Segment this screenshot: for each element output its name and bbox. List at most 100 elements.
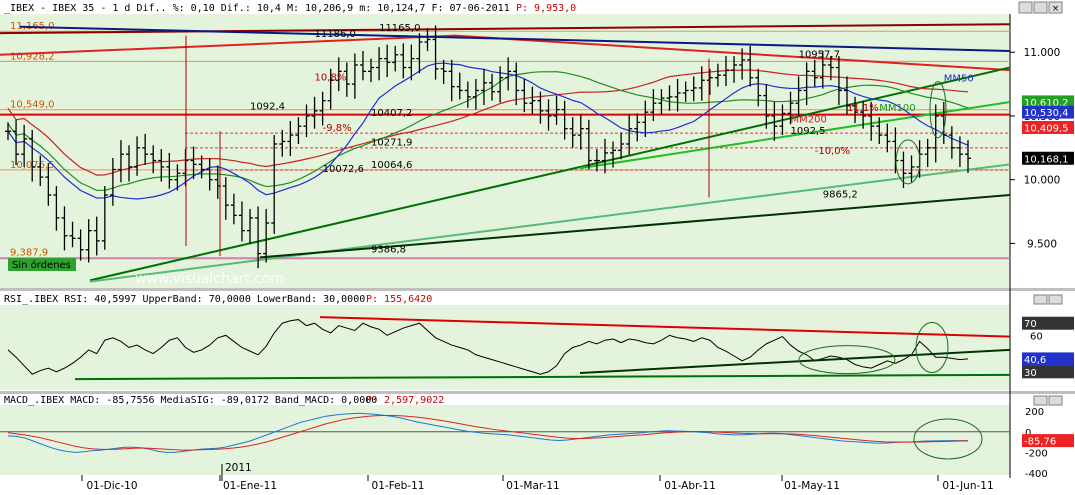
- price-bar: [335, 57, 342, 92]
- chart-annotation: MM200: [791, 114, 827, 125]
- price-bar: [698, 66, 705, 101]
- close-icon[interactable]: [1048, 395, 1063, 406]
- price-bar: [763, 84, 770, 129]
- price-bar: [577, 114, 584, 150]
- main-header-p: P: 9,953,0: [516, 3, 576, 14]
- price-tag-label: 70: [1024, 319, 1037, 330]
- chart-annotation: 11165,0: [379, 23, 420, 34]
- chart-annotation: 9386,8: [371, 244, 406, 255]
- x-tick-label: 01-May-11: [784, 480, 840, 492]
- rsi-ellipse: [915, 322, 949, 373]
- rsi-y-tick-label: 60: [1030, 331, 1043, 342]
- price-bar: [593, 149, 600, 172]
- price-bar: [779, 104, 786, 136]
- divergence-ellipse: [929, 81, 947, 139]
- main-panel[interactable]: [0, 14, 1010, 288]
- price-bar: [424, 28, 431, 51]
- x-tick-label: 01-Dic-10: [86, 480, 137, 492]
- price-bar: [771, 101, 778, 141]
- price-bar: [279, 129, 286, 157]
- rsi-price-tag: 70: [1022, 316, 1074, 330]
- price-bar: [456, 72, 463, 100]
- price-bar: [61, 206, 68, 251]
- panel-divider[interactable]: [0, 288, 1075, 291]
- price-tag-label: -85,76: [1024, 437, 1056, 448]
- price-bar: [69, 221, 76, 248]
- y-tick-label: 10.000: [1024, 175, 1061, 187]
- price-bar: [303, 104, 310, 137]
- rsi-line: [7, 319, 969, 375]
- trendline-dark-support: [259, 193, 1010, 259]
- price-bar: [690, 76, 697, 102]
- divergence-ellipse: [895, 139, 921, 185]
- price-bar: [198, 155, 205, 179]
- price-tag-box: [1022, 151, 1074, 165]
- price-bar: [359, 50, 366, 81]
- price-bar: [174, 164, 181, 191]
- level-label: 10,549,0: [10, 100, 55, 111]
- window-controls: ×: [1018, 1, 1063, 14]
- price-tag-box: [1022, 365, 1074, 379]
- macd-plot-area: [0, 412, 1010, 460]
- sin-ordenes-badge[interactable]: [8, 258, 76, 271]
- price-bar: [109, 158, 116, 206]
- chart-annotation: 1092,5: [791, 126, 826, 137]
- price-bar: [432, 25, 439, 80]
- macd-y-tick-label: -200: [1025, 448, 1048, 459]
- maximize-icon[interactable]: [1033, 294, 1048, 305]
- price-bar: [150, 145, 157, 174]
- chart-annotation: 11186,0: [315, 29, 356, 40]
- price-bar: [835, 56, 842, 106]
- macd-panel[interactable]: [0, 405, 1010, 475]
- price-bar: [827, 56, 834, 81]
- price-tag-label: 10,610,2: [1024, 98, 1069, 109]
- price-bar: [311, 96, 318, 129]
- maximize-icon[interactable]: [1033, 1, 1048, 14]
- x-tick-label: 01-Ene-11: [223, 480, 277, 492]
- price-bar: [5, 122, 11, 141]
- price-bar: [852, 96, 859, 123]
- price-bar: [537, 91, 544, 124]
- panel-divider[interactable]: [0, 391, 1075, 394]
- rsi-price-tag: 30: [1022, 365, 1074, 379]
- macd-window-controls: [1033, 395, 1063, 406]
- maximize-icon[interactable]: [1033, 395, 1048, 406]
- mm200-line: [7, 69, 969, 176]
- price-bar: [948, 126, 955, 159]
- price-bar: [384, 44, 391, 78]
- price-tag-label: 40,6: [1024, 355, 1046, 366]
- minimize-icon[interactable]: [1018, 1, 1033, 14]
- price-bar: [658, 89, 665, 115]
- chart-annotation: -10,0%: [815, 146, 850, 157]
- price-bar: [230, 193, 237, 225]
- chart-annotation: MM50: [944, 74, 974, 85]
- price-bar: [585, 119, 592, 170]
- price-bar: [327, 68, 334, 110]
- price-bar: [884, 123, 891, 153]
- price-bar: [376, 47, 383, 81]
- price-bar: [45, 163, 52, 206]
- chart-annotation: MM100: [879, 103, 915, 114]
- price-bar: [238, 201, 245, 242]
- price-bar: [351, 53, 358, 99]
- x-year-label: 2011: [225, 462, 252, 474]
- price-bar: [416, 33, 423, 74]
- price-bar: [965, 140, 971, 173]
- close-icon[interactable]: [1048, 1, 1063, 14]
- price-bar: [440, 59, 447, 85]
- price-bar: [553, 95, 560, 125]
- price-bar: [908, 155, 915, 183]
- chart-annotation: 10,8%: [315, 72, 347, 83]
- price-bar: [843, 76, 850, 115]
- chart-annotation: 10957,7: [799, 49, 840, 60]
- x-tick-label: 01-Abr-11: [664, 480, 716, 492]
- price-bar: [408, 44, 415, 81]
- trendline-green-long: [89, 66, 1010, 282]
- price-bar: [601, 138, 608, 174]
- price-bar: [529, 86, 536, 115]
- price-bar: [682, 81, 689, 102]
- price-bar: [650, 89, 657, 122]
- price-bar: [795, 76, 802, 116]
- close-icon[interactable]: [1048, 294, 1063, 305]
- price-bar: [480, 68, 487, 106]
